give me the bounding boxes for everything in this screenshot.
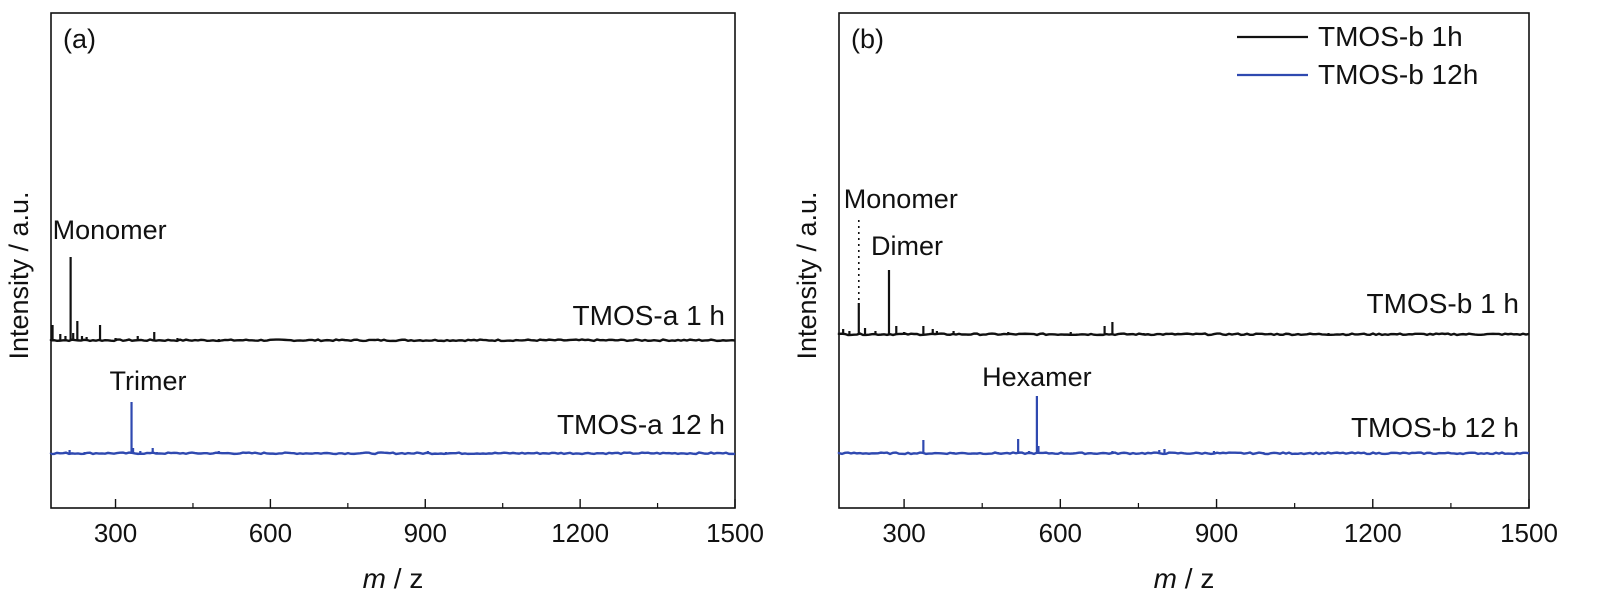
x-tick-label: 300 (94, 518, 137, 548)
trace-baseline (49, 338, 736, 343)
trace-baseline (49, 451, 736, 456)
peak-annotation: Monomer (53, 215, 167, 245)
x-tick-label: 1500 (706, 518, 764, 548)
x-tick-label: 900 (404, 518, 447, 548)
x-tick-label: 1200 (551, 518, 609, 548)
x-axis-label: m / z (1154, 563, 1215, 594)
plot-frame (838, 12, 1530, 509)
peak-annotation: Dimer (871, 231, 943, 261)
series-1: TMOS-a 1 h Monomer (49, 215, 736, 343)
y-axis-label: Intensity / a.u. (4, 191, 34, 359)
panel-a: 300 600 900 1200 1500 m / z Intensity / a.u. (a… (4, 12, 764, 594)
x-axis-label: m / z (363, 563, 424, 594)
trace-label: TMOS-a 1 h (573, 300, 725, 331)
series-2: TMOS-a 12 h Trimer (49, 366, 736, 456)
x-tick-label: 600 (249, 518, 292, 548)
x-tick-label: 900 (1195, 518, 1238, 548)
trace-baseline (837, 332, 1530, 337)
panel-label: (a) (63, 24, 96, 54)
legend-label: TMOS-b 12h (1318, 59, 1478, 90)
x-tick-label: 1200 (1344, 518, 1402, 548)
legend-label: TMOS-b 1h (1318, 21, 1463, 52)
panel-b: 300 600 900 1200 1500 m / z Intensity / a.u. (b… (792, 12, 1558, 594)
x-tick-label: 300 (882, 518, 925, 548)
trace-label: TMOS-b 1 h (1367, 288, 1519, 319)
series-2: TMOS-b 12 h Hexamer (837, 362, 1530, 456)
x-tick-label: 600 (1039, 518, 1082, 548)
trace-label: TMOS-b 12 h (1351, 412, 1519, 443)
trace-baseline (837, 451, 1530, 456)
plot-frame (50, 12, 736, 509)
series-1: TMOS-b 1 h Monomer Dimer (837, 184, 1530, 337)
panel-label: (b) (851, 24, 884, 54)
trace-label: TMOS-a 12 h (557, 409, 725, 440)
x-tick-label: 1500 (1500, 518, 1558, 548)
y-axis-label: Intensity / a.u. (792, 191, 822, 359)
peak-annotation: Hexamer (982, 362, 1092, 392)
peak-annotation: Monomer (844, 184, 958, 214)
peak-annotation: Trimer (110, 366, 187, 396)
